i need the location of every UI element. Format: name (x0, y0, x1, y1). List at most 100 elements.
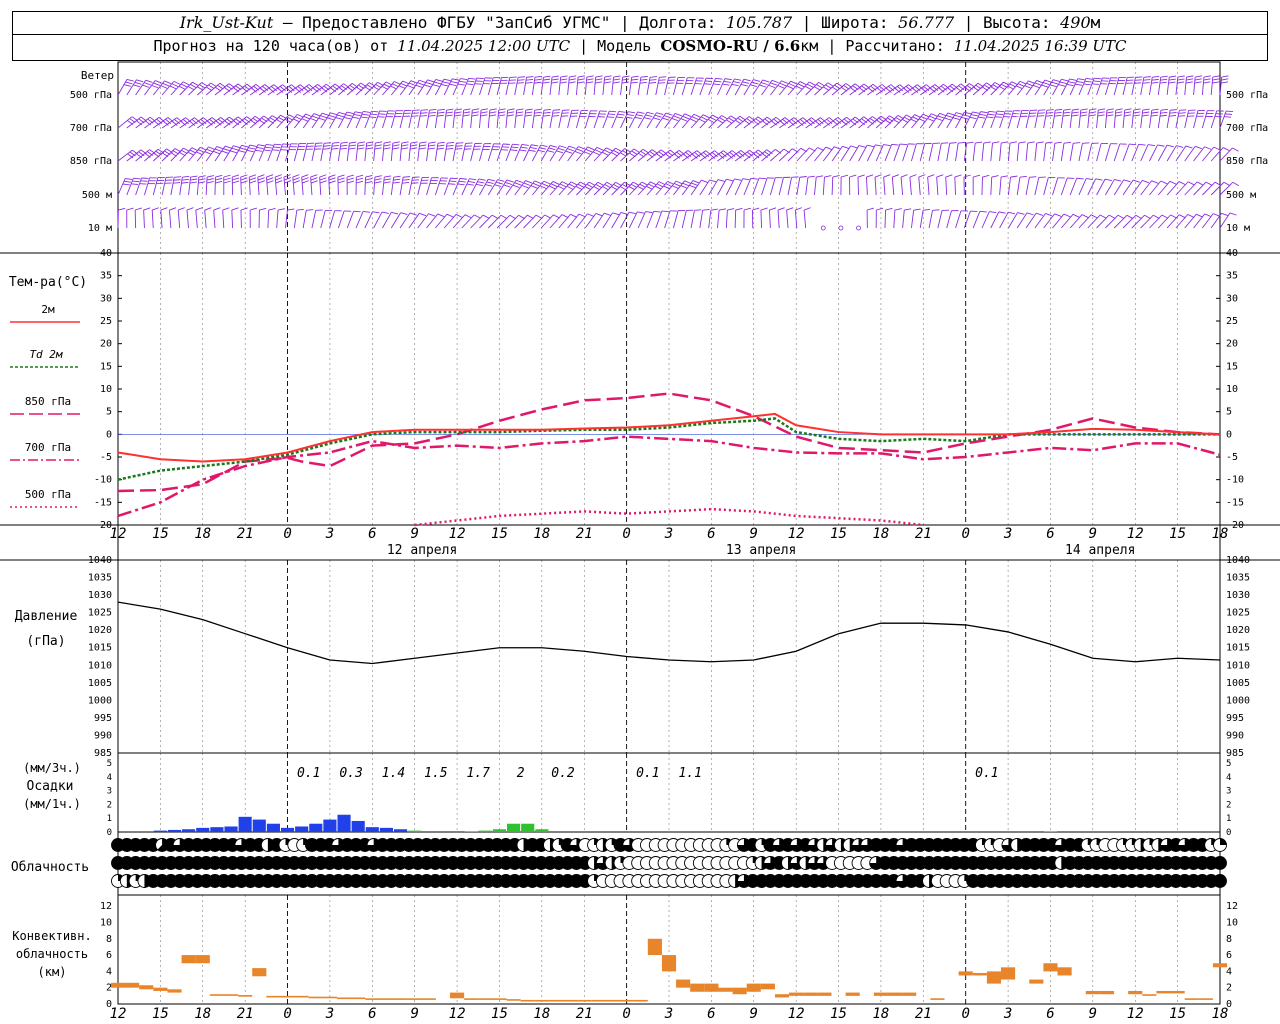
wind-barb-feather (357, 147, 365, 150)
convective-cloud-bar (1212, 963, 1228, 968)
wind-barb-feather (375, 141, 383, 144)
temp-tick-right: 25 (1226, 316, 1238, 327)
temp-tick-right: 30 (1226, 293, 1238, 304)
convective-cloud-bar (294, 995, 309, 998)
wind-barb-feather (931, 113, 938, 117)
wind-barb-feather (1036, 141, 1044, 144)
wind-barb-feather (126, 78, 134, 82)
wind-barb-feather (407, 85, 415, 89)
wind-barb (373, 211, 383, 229)
wind-barb-feather (594, 149, 602, 154)
wind-barb-feather (720, 152, 727, 158)
wind-barb-feather (356, 177, 364, 181)
hour-tick-label: 6 (707, 526, 715, 542)
wind-barb-feather (206, 120, 213, 126)
precip-bar (1043, 831, 1058, 832)
wind-barb (866, 144, 876, 162)
wind-barb-feather (567, 148, 575, 152)
wind-barb-feather (1132, 114, 1141, 117)
wind-barb (902, 143, 909, 162)
wind-barb-feather (229, 150, 237, 154)
wind-barb-feather (980, 111, 988, 114)
wind-barb-feather (682, 182, 690, 187)
wind-barb-feather (457, 83, 465, 86)
wind-barb-feather (475, 183, 484, 187)
convective-cloud-bar (690, 983, 705, 992)
wind-barb-feather (271, 85, 278, 92)
wind-barb-feather (914, 114, 922, 119)
wind-barb-feather (401, 144, 409, 147)
wind-barb (531, 110, 536, 129)
convective-cloud-bar (1029, 979, 1044, 984)
wind-barb-feather (694, 151, 701, 158)
wind-barb-feather (710, 208, 718, 211)
wind-barb-feather (297, 113, 304, 118)
wind-barb (814, 146, 827, 162)
wind-barb-feather (390, 85, 397, 90)
wind-barb-feather (171, 120, 178, 126)
wind-barb-feather (249, 174, 256, 178)
cloud-cover-fill (1220, 838, 1227, 845)
wind-barb-feather (1177, 81, 1185, 84)
wind-barb (681, 77, 688, 96)
pressure-tick-right: 995 (1226, 713, 1244, 724)
wind-barb (399, 212, 411, 229)
wind-barb-feather (703, 83, 712, 85)
hour-tick-label: 15 (152, 1006, 169, 1022)
wind-barb-feather (314, 85, 322, 91)
wind-barb-feather (703, 152, 710, 158)
wind-barb-feather (641, 181, 649, 186)
wind-barb-feather (1143, 79, 1151, 81)
wind-barb-feather (383, 141, 392, 144)
wind-barb-feather (622, 183, 629, 189)
wind-barb-feather (152, 207, 159, 211)
wind-barb (1069, 143, 1074, 162)
wind-barb-feather (760, 82, 768, 86)
wind-barb-feather (1185, 145, 1193, 149)
wind-barb-feather (587, 146, 595, 151)
wind-barb (857, 176, 859, 196)
wind-barb-feather (675, 180, 683, 185)
wind-barb-feather (730, 115, 737, 120)
wind-barb (690, 179, 702, 196)
precip-3h-total: 0.1 (297, 766, 320, 781)
wind-barb-feather (512, 143, 520, 146)
wind-barb-feather (249, 177, 257, 181)
wind-barb (1007, 177, 1011, 196)
precip-3h-total: 1.4 (382, 766, 405, 781)
convective-cloud-bar (1001, 967, 1016, 980)
wind-barb-feather (1224, 116, 1232, 118)
wind-barb-feather (143, 82, 151, 86)
wind-barb (928, 143, 934, 162)
convective-cloud-bar (125, 982, 140, 988)
wind-barb-feather (383, 178, 391, 181)
wind-barb-feather (235, 118, 242, 124)
wind-barb-feather (885, 87, 892, 93)
wind-barb-feather (126, 207, 134, 211)
wind-level-label: 10 м (88, 223, 112, 234)
wind-barb-feather (604, 183, 611, 189)
wind-barb-feather (729, 151, 736, 158)
wind-barb-feather (962, 114, 970, 117)
wind-barb-feather (629, 152, 636, 158)
wind-barb-feather (268, 87, 275, 93)
wind-barb (822, 177, 825, 196)
wind-barb-feather (616, 116, 624, 119)
hour-tick-label: 0 (283, 1006, 291, 1022)
wind-barb-feather (162, 82, 170, 87)
wind-barb-feather (888, 85, 895, 92)
wind-barb-feather (424, 84, 432, 88)
wind-barb-feather (852, 118, 859, 124)
wind-barb-feather (608, 113, 616, 116)
convective-cloud-bar (633, 999, 648, 1002)
wind-barb-feather (1168, 78, 1176, 81)
wind-barb-feather (478, 178, 486, 181)
wind-barb-feather (606, 181, 614, 187)
convective-tick-right: 12 (1226, 901, 1238, 912)
wind-barb-feather (815, 120, 822, 126)
wind-barb (1113, 214, 1128, 229)
wind-barb-feather (528, 149, 536, 152)
wind-barb (1210, 147, 1224, 162)
hour-tick-label: 18 (872, 526, 889, 542)
